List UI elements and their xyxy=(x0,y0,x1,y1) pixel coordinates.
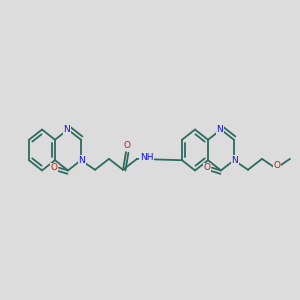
Text: N: N xyxy=(217,125,224,134)
Text: N: N xyxy=(232,156,238,165)
Text: N: N xyxy=(64,125,70,134)
Text: NH: NH xyxy=(140,153,154,162)
Text: O: O xyxy=(203,163,211,172)
Text: O: O xyxy=(124,141,130,150)
Text: O: O xyxy=(50,163,58,172)
Text: N: N xyxy=(79,156,85,165)
Text: O: O xyxy=(274,161,280,170)
